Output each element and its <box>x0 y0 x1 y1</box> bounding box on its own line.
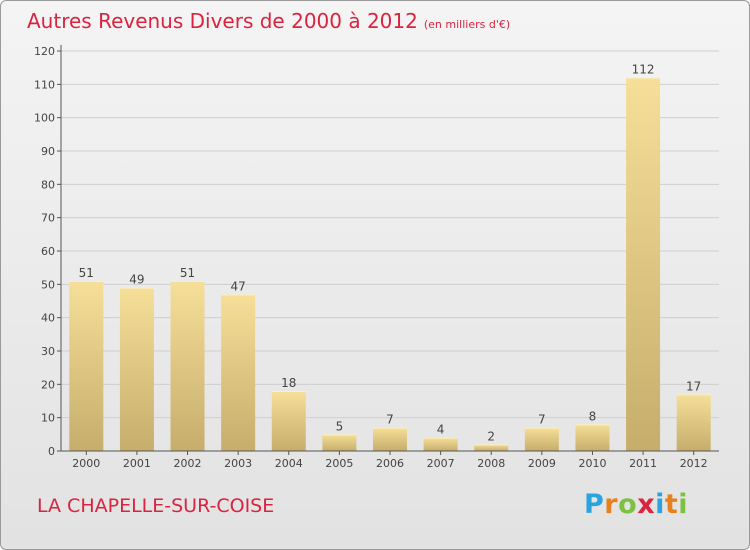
y-tick-label: 70 <box>41 212 55 225</box>
place-name: LA CHAPELLE-SUR-COISE <box>37 495 275 517</box>
value-label-2008: 2 <box>487 429 495 443</box>
bar-2006 <box>373 427 407 451</box>
brand-letter: P <box>584 489 605 520</box>
x-tick-label-2005: 2005 <box>325 457 353 470</box>
value-label-2001: 49 <box>129 273 144 287</box>
bar-2003 <box>221 294 256 451</box>
y-tick-label: 90 <box>41 145 55 158</box>
bar-2005 <box>322 434 357 451</box>
value-label-2010: 8 <box>589 409 597 423</box>
y-tick-label: 80 <box>41 178 55 191</box>
y-tick-label: 110 <box>34 78 55 91</box>
x-tick-label-2000: 2000 <box>72 457 100 470</box>
bar-2007 <box>423 437 458 451</box>
y-tick-label: 0 <box>48 445 55 458</box>
bar-2004 <box>271 391 306 451</box>
x-tick-label-2003: 2003 <box>224 457 252 470</box>
brand-letter: i <box>655 489 665 520</box>
brand-letter: r <box>604 489 619 520</box>
bar-2002 <box>170 281 205 451</box>
x-tick-label-2001: 2001 <box>123 457 151 470</box>
value-label-2011: 112 <box>632 63 655 77</box>
y-tick-label: 40 <box>41 312 55 325</box>
bar-2000 <box>69 281 104 451</box>
brand-letter: t <box>664 489 679 520</box>
value-label-2000: 51 <box>79 266 94 280</box>
brand-letter: i <box>678 489 689 520</box>
value-label-2009: 7 <box>538 413 546 427</box>
title-main: Autres Revenus Divers de 2000 à 2012 <box>27 9 418 33</box>
bar-2011 <box>626 77 661 452</box>
value-label-2006: 7 <box>386 413 394 427</box>
brand-letter: x <box>637 489 656 520</box>
x-tick-label-2011: 2011 <box>629 457 657 470</box>
x-tick-label-2004: 2004 <box>275 457 303 470</box>
bar-2001 <box>119 287 154 451</box>
y-tick-label: 30 <box>41 345 55 358</box>
x-tick-label-2007: 2007 <box>427 457 455 470</box>
title-subtitle: (en milliers d'€) <box>423 18 511 31</box>
bar-2008 <box>474 444 509 451</box>
grid-lines <box>61 50 719 419</box>
y-tick-label: 10 <box>41 412 55 425</box>
x-tick-label-2009: 2009 <box>528 457 556 470</box>
y-tick-label: 100 <box>34 112 55 125</box>
value-label-2004: 18 <box>281 376 296 390</box>
value-label-2003: 47 <box>231 279 246 293</box>
y-tick-label: 50 <box>41 278 55 291</box>
brand-letter: o <box>618 489 638 520</box>
x-tick-label-2002: 2002 <box>174 457 202 470</box>
bar-2012 <box>676 394 711 451</box>
x-tick-label-2012: 2012 <box>680 457 708 470</box>
axes <box>57 45 719 455</box>
x-tick-label-2008: 2008 <box>477 457 505 470</box>
value-label-2005: 5 <box>336 419 344 433</box>
value-label-2012: 17 <box>686 379 701 393</box>
value-label-2002: 51 <box>180 266 195 280</box>
labels: 0 10 20 30 40 50 60 70 80 90 100 110 120 51 2000 49 2001… <box>34 45 708 470</box>
bar-2009 <box>524 427 559 451</box>
x-tick-label-2006: 2006 <box>376 457 404 470</box>
y-tick-label: 20 <box>41 378 55 391</box>
bar-2010 <box>575 424 610 451</box>
y-tick-label: 60 <box>41 245 55 258</box>
x-tick-label-2010: 2010 <box>578 457 606 470</box>
brand-logo: Proxiti <box>584 489 688 520</box>
bars <box>69 77 711 452</box>
value-label-2007: 4 <box>437 423 445 437</box>
chart-title: Autres Revenus Divers de 2000 à 2012 (en … <box>27 9 510 33</box>
y-tick-label: 120 <box>34 45 55 58</box>
